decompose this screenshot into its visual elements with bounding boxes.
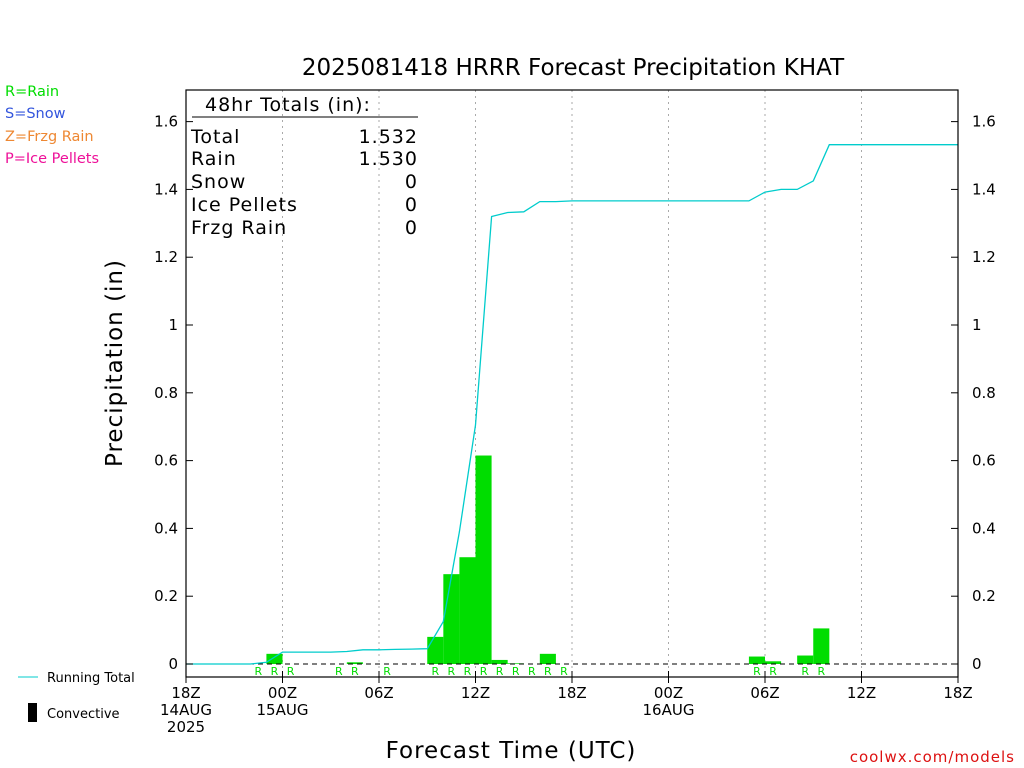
xtick-label-7-0: 12Z xyxy=(847,684,876,702)
totals-value-total: 1.532 xyxy=(359,126,418,148)
bar-8 xyxy=(539,653,556,664)
ptype-mark-10: R xyxy=(496,665,504,678)
bar-0 xyxy=(266,653,283,664)
totals-header: 48hr Totals (in): xyxy=(205,94,371,116)
xtick-label-6-0: 06Z xyxy=(750,684,779,702)
ptype-mark-14: R xyxy=(560,665,568,678)
ytick-label-left-0: 0 xyxy=(168,655,178,673)
ptype-mark-11: R xyxy=(512,665,520,678)
xtick-label-4-0: 18Z xyxy=(557,684,586,702)
series-legend: Running Total Convective xyxy=(18,671,135,722)
totals-box: 48hr Totals (in): Total 1.532 Rain 1.530… xyxy=(190,94,418,239)
chart-title: 2025081418 HRRR Forecast Precipitation K… xyxy=(302,55,845,81)
bar-5 xyxy=(475,455,492,664)
ptype-mark-8: R xyxy=(464,665,472,678)
running-total-legend-label: Running Total xyxy=(47,671,135,686)
xtick-label-8-0: 18Z xyxy=(943,684,972,702)
ptype-mark-5: R xyxy=(383,665,391,678)
ytick-label-left-8: 1.6 xyxy=(154,113,178,131)
running-total-series xyxy=(186,144,958,665)
totals-value-frzg-rain: 0 xyxy=(405,217,418,239)
totals-label-total: Total xyxy=(190,126,240,148)
bar-10 xyxy=(765,661,782,664)
totals-label-frzg-rain: Frzg Rain xyxy=(191,217,287,239)
ytick-label-left-3: 0.6 xyxy=(154,452,178,470)
xtick-label-5-0: 00Z xyxy=(654,684,683,702)
ytick-label-left-5: 1 xyxy=(168,316,178,334)
ptype-mark-2: R xyxy=(287,665,295,678)
totals-label-snow: Snow xyxy=(191,171,246,193)
xtick-label-3-0: 12Z xyxy=(461,684,490,702)
ptype-legend-rain: R=Rain xyxy=(5,84,59,100)
ptype-mark-16: R xyxy=(769,665,777,678)
ptype-mark-18: R xyxy=(817,665,825,678)
ptype-mark-4: R xyxy=(351,665,359,678)
ytick-label-left-4: 0.8 xyxy=(154,384,178,402)
bar-11 xyxy=(797,655,814,664)
ytick-label-left-6: 1.2 xyxy=(154,248,178,266)
ytick-label-right-1: 0.2 xyxy=(972,587,996,605)
xtick-label-0-0: 18Z xyxy=(171,684,200,702)
totals-value-snow: 0 xyxy=(405,171,418,193)
bar-3 xyxy=(443,574,460,664)
ytick-label-left-7: 1.4 xyxy=(154,180,178,198)
ptype-legend-snow: S=Snow xyxy=(5,106,66,122)
totals-label-ice-pellets: Ice Pellets xyxy=(191,194,298,216)
ptype-mark-17: R xyxy=(801,665,809,678)
bar-series xyxy=(266,455,830,664)
xtick-label-0-2: 2025 xyxy=(167,718,205,736)
bar-1 xyxy=(346,662,363,664)
ytick-label-right-7: 1.4 xyxy=(972,180,996,198)
ytick-label-right-2: 0.4 xyxy=(972,519,996,537)
ytick-label-right-4: 0.8 xyxy=(972,384,996,402)
ytick-label-left-2: 0.4 xyxy=(154,519,178,537)
y-axis-label: Precipitation (in) xyxy=(102,259,128,467)
ptype-mark-0: R xyxy=(255,665,263,678)
ptype-legend: R=Rain S=Snow Z=Frzg Rain P=Ice Pellets xyxy=(5,84,99,167)
y-ticks-right: 0 0.2 0.4 0.6 0.8 1 1.2 1.4 1.6 xyxy=(951,113,996,673)
ptype-legend-frzg-rain: Z=Frzg Rain xyxy=(5,129,94,145)
xtick-label-5-1: 16AUG xyxy=(643,701,695,719)
bar-7 xyxy=(507,663,524,664)
ptype-mark-1: R xyxy=(271,665,279,678)
xtick-label-1-0: 00Z xyxy=(268,684,297,702)
credit-text: coolwx.com/models xyxy=(850,748,1015,766)
totals-label-rain: Rain xyxy=(191,148,237,170)
vertical-gridlines xyxy=(282,90,862,677)
ytick-label-right-3: 0.6 xyxy=(972,452,996,470)
bar-4 xyxy=(459,557,476,664)
xtick-label-0-1: 14AUG xyxy=(160,701,212,719)
ptype-mark-7: R xyxy=(448,665,456,678)
ytick-label-right-0: 0 xyxy=(972,655,982,673)
running-total-line xyxy=(186,144,958,665)
ptype-mark-12: R xyxy=(528,665,536,678)
ptype-mark-9: R xyxy=(480,665,488,678)
bar-12 xyxy=(813,628,830,664)
ptype-mark-13: R xyxy=(544,665,552,678)
ptype-mark-6: R xyxy=(431,665,439,678)
xtick-label-1-1: 15AUG xyxy=(257,701,309,719)
ptype-mark-3: R xyxy=(335,665,343,678)
convective-legend-label: Convective xyxy=(47,707,120,722)
convective-legend-swatch xyxy=(28,703,37,722)
bar-6 xyxy=(491,659,508,664)
bar-2 xyxy=(427,636,444,664)
ytick-label-right-5: 1 xyxy=(972,316,982,334)
ptype-legend-ice-pellets: P=Ice Pellets xyxy=(5,151,99,167)
totals-value-ice-pellets: 0 xyxy=(405,194,418,216)
ytick-label-right-6: 1.2 xyxy=(972,248,996,266)
xtick-label-2-0: 06Z xyxy=(364,684,393,702)
ptype-mark-15: R xyxy=(753,665,761,678)
ytick-label-right-8: 1.6 xyxy=(972,113,996,131)
bar-9 xyxy=(748,656,765,664)
y-ticks-left: 0 0.2 0.4 0.6 0.8 1 1.2 1.4 1.6 xyxy=(154,113,193,673)
totals-value-rain: 1.530 xyxy=(359,148,418,170)
x-axis-label: Forecast Time (UTC) xyxy=(386,738,637,764)
ytick-label-left-1: 0.2 xyxy=(154,587,178,605)
